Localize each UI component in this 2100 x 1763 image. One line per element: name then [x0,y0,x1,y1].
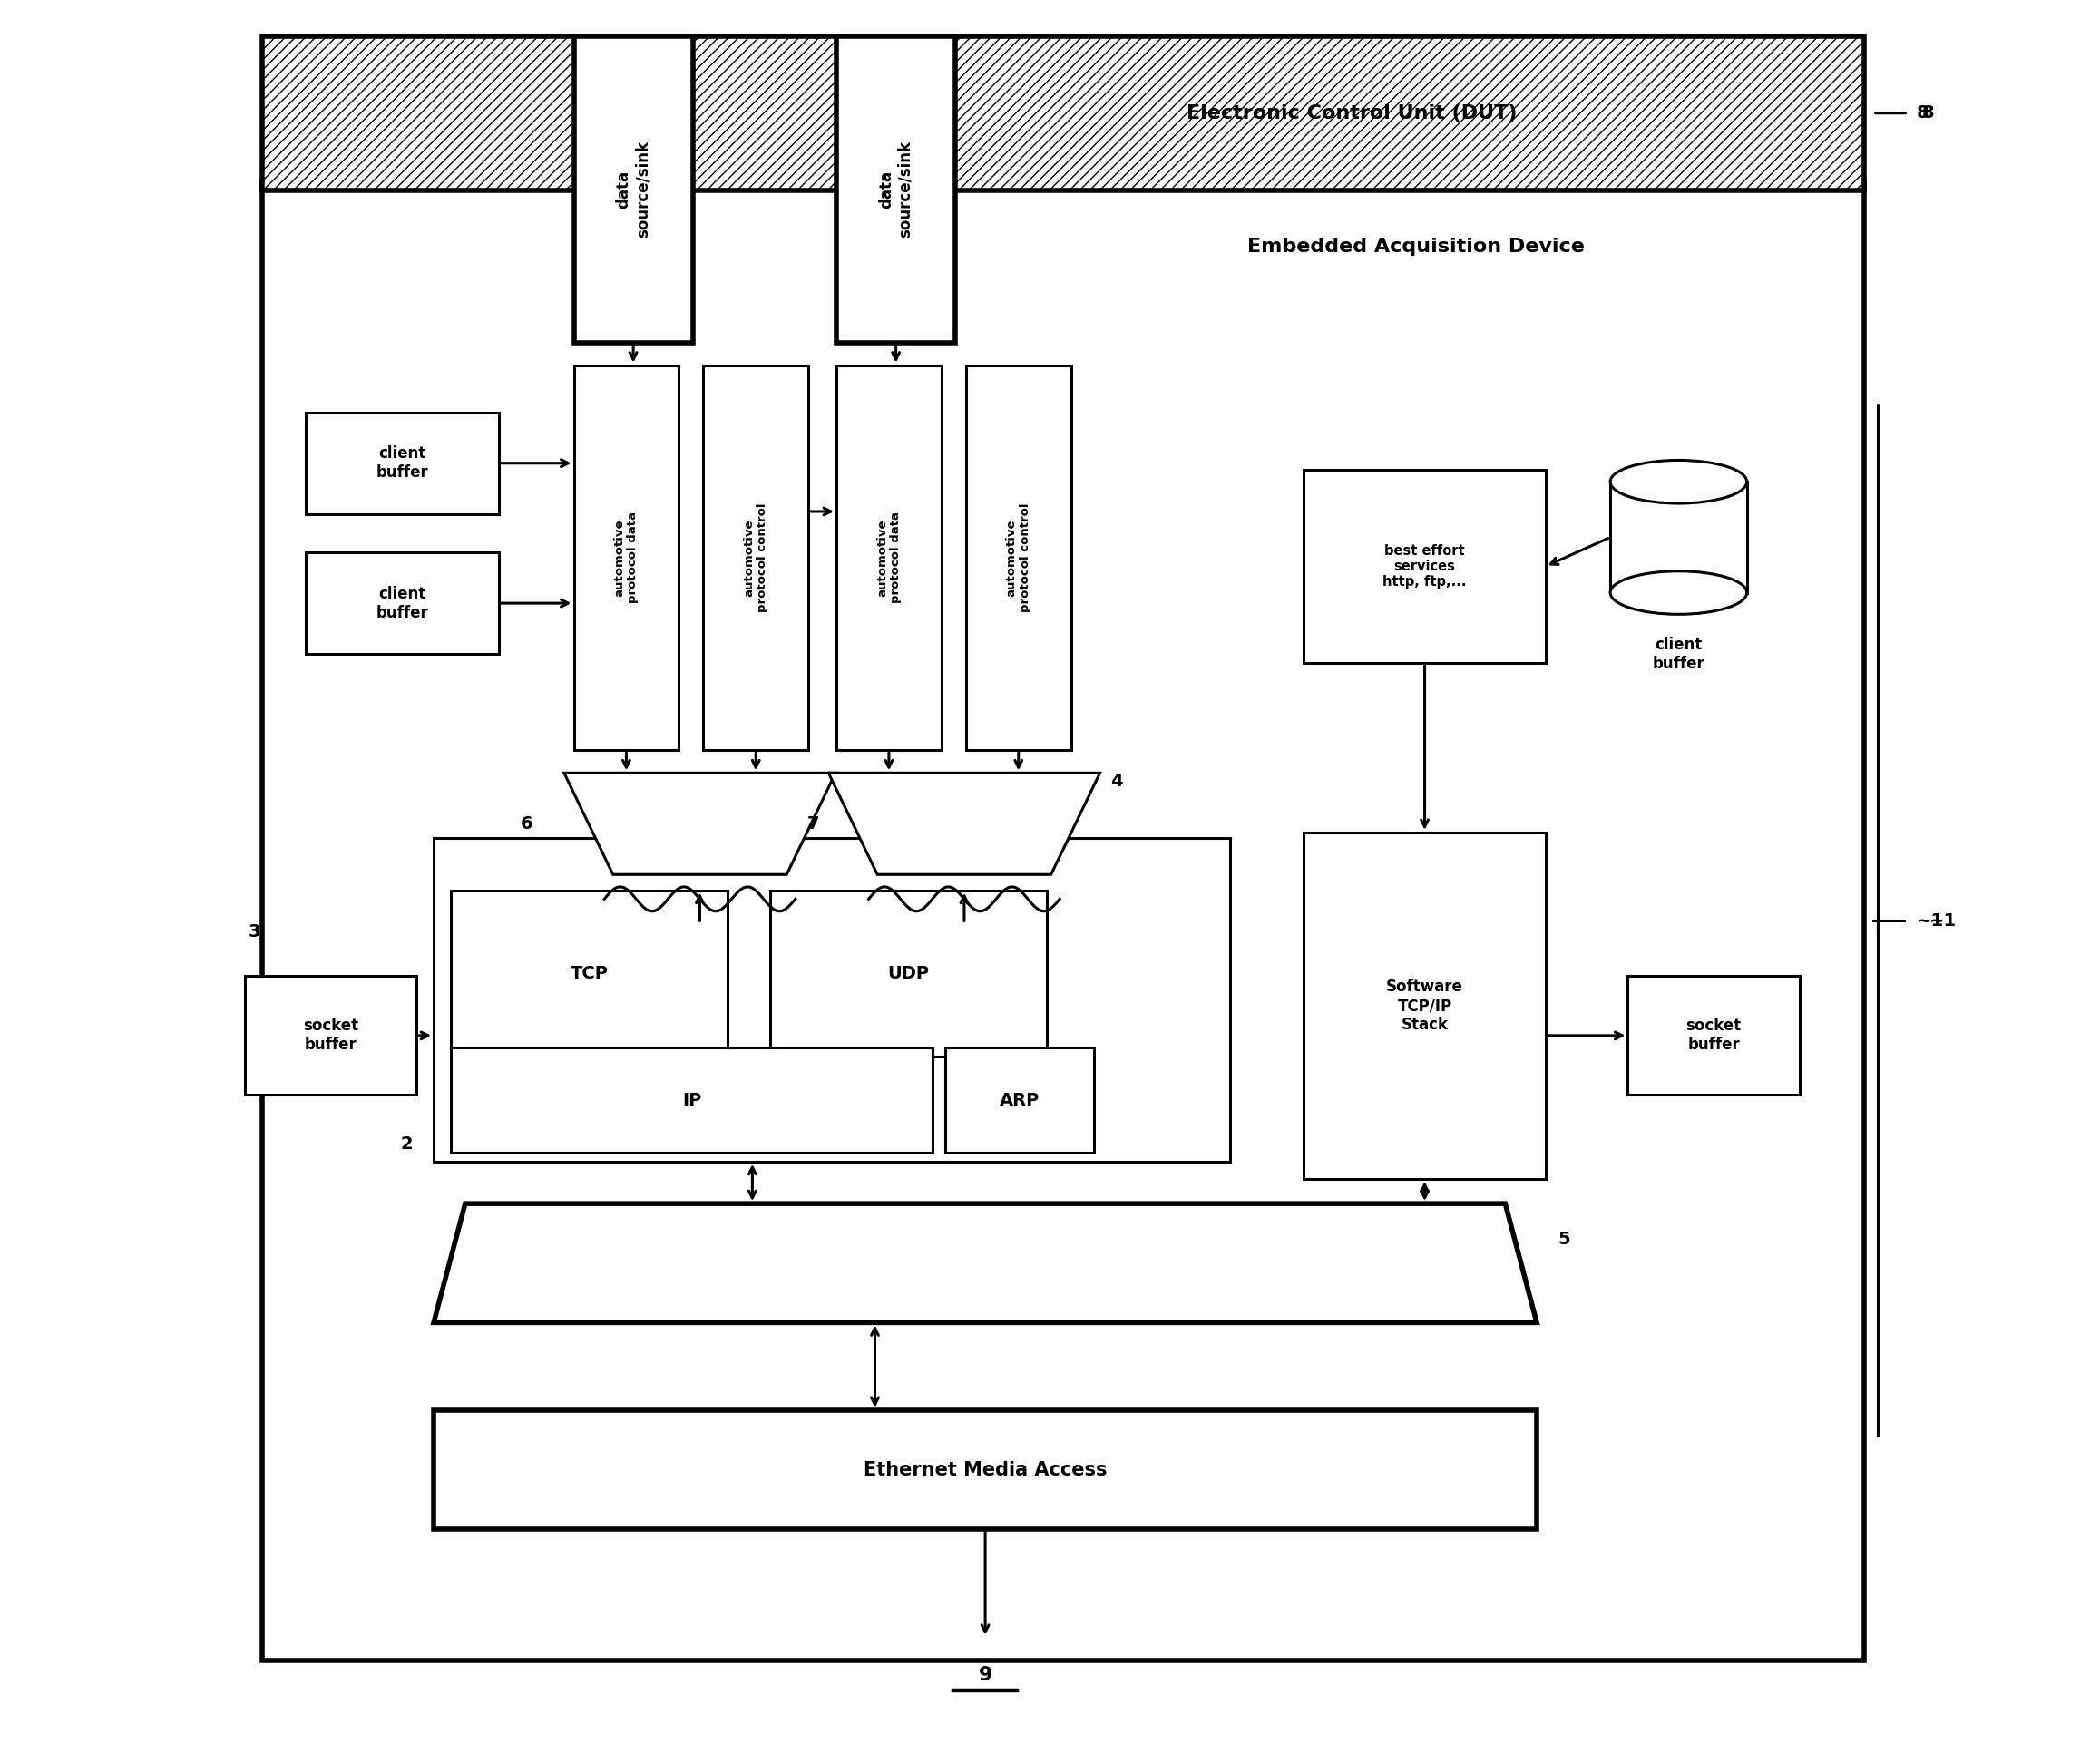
Text: Ethernet Media Access: Ethernet Media Access [863,1460,1107,1479]
FancyBboxPatch shape [1611,481,1747,592]
Text: 6: 6 [521,815,533,832]
FancyBboxPatch shape [307,413,498,515]
FancyBboxPatch shape [452,890,729,1056]
Text: 2: 2 [401,1135,414,1153]
Text: 8: 8 [1922,104,1934,122]
Polygon shape [565,772,836,874]
Polygon shape [830,772,1100,874]
FancyBboxPatch shape [704,365,809,751]
Text: 3: 3 [248,924,260,941]
Text: automotive
protocol control: automotive protocol control [1006,502,1031,612]
Text: IP: IP [682,1091,701,1109]
Text: automotive
protocol data: automotive protocol data [613,511,638,603]
FancyBboxPatch shape [836,35,956,342]
Text: 9: 9 [979,1666,991,1684]
FancyBboxPatch shape [573,35,693,342]
Text: 4: 4 [1111,774,1124,790]
FancyBboxPatch shape [244,977,416,1095]
Text: automotive
protocol data: automotive protocol data [876,511,901,603]
FancyBboxPatch shape [573,365,678,751]
FancyBboxPatch shape [966,365,1071,751]
Text: Embedded Acquisition Device: Embedded Acquisition Device [1247,238,1583,256]
FancyBboxPatch shape [435,1410,1537,1529]
Text: ~1: ~1 [1930,911,1957,929]
Text: data
source/sink: data source/sink [878,141,914,238]
Text: client
buffer: client buffer [1653,636,1705,672]
FancyBboxPatch shape [1304,832,1546,1179]
Text: Electronic Control Unit (DUT): Electronic Control Unit (DUT) [1186,104,1516,122]
Text: 8: 8 [1917,104,1930,122]
Text: 5: 5 [1558,1231,1571,1248]
Text: 7: 7 [808,815,819,832]
Text: client
buffer: client buffer [376,446,428,481]
Text: TCP: TCP [571,964,609,982]
Text: automotive
protocol control: automotive protocol control [743,502,769,612]
Text: client
buffer: client buffer [376,585,428,621]
FancyBboxPatch shape [307,552,498,654]
FancyBboxPatch shape [262,182,1865,1661]
Text: best effort
services
http, ftp,...: best effort services http, ftp,... [1382,543,1466,589]
Text: UDP: UDP [888,964,928,982]
Ellipse shape [1611,460,1747,504]
FancyBboxPatch shape [452,1047,932,1153]
Text: Software
TCP/IP
Stack: Software TCP/IP Stack [1386,978,1464,1033]
Polygon shape [435,1204,1537,1322]
FancyBboxPatch shape [262,35,1865,190]
Text: ~1: ~1 [1917,911,1945,929]
FancyBboxPatch shape [435,837,1231,1162]
Text: socket
buffer: socket buffer [1686,1017,1741,1053]
Text: socket
buffer: socket buffer [302,1017,359,1053]
FancyBboxPatch shape [1304,471,1546,663]
Text: data
source/sink: data source/sink [615,141,651,238]
FancyBboxPatch shape [771,890,1046,1056]
Text: ARP: ARP [1000,1091,1040,1109]
FancyBboxPatch shape [945,1047,1094,1153]
FancyBboxPatch shape [1628,977,1800,1095]
Ellipse shape [1611,571,1747,614]
FancyBboxPatch shape [836,365,941,751]
